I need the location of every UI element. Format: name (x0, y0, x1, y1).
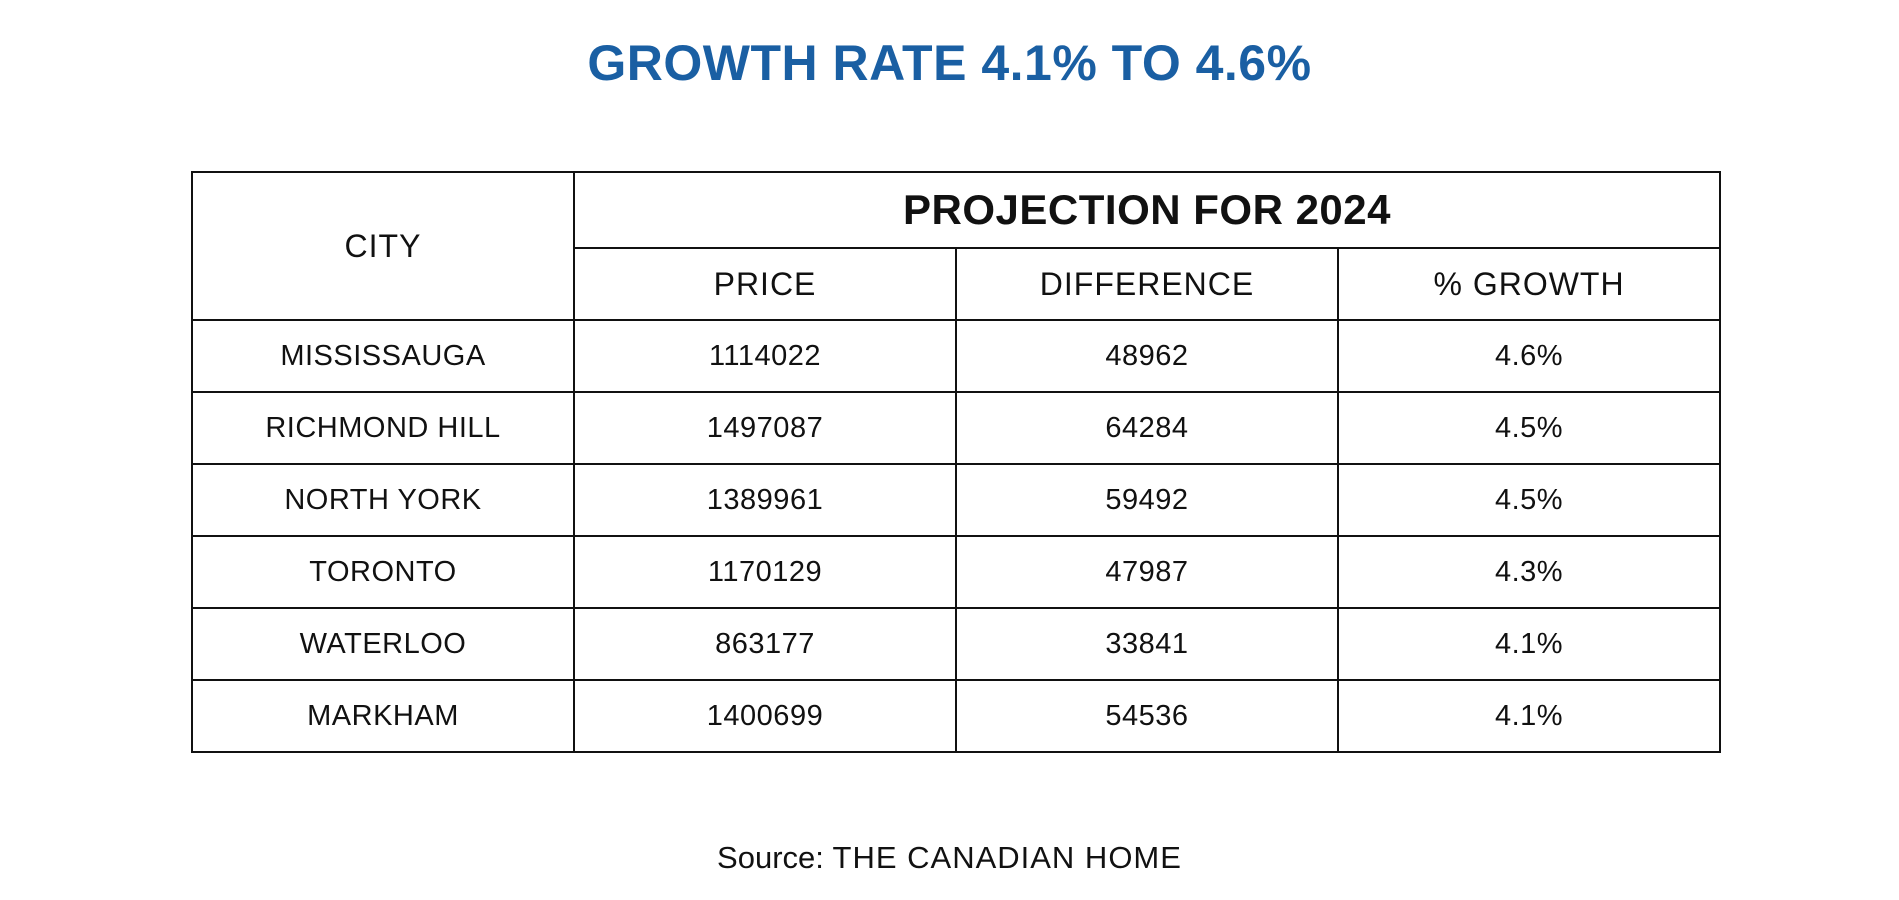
cell-difference: 48962 (955, 319, 1339, 393)
projection-group-header: PROJECTION FOR 2024 (572, 171, 1722, 249)
cell-city: RICHMOND HILL (191, 391, 575, 465)
cell-city: TORONTO (191, 535, 575, 609)
cell-difference: 33841 (955, 607, 1339, 681)
cell-city: NORTH YORK (191, 463, 575, 537)
cell-growth: 4.5% (1336, 391, 1722, 465)
cell-growth: 4.1% (1336, 679, 1722, 753)
cell-growth: 4.5% (1336, 463, 1722, 537)
table-header: CITY PROJECTION FOR 2024 PRICE DIFFERENC… (191, 171, 1722, 321)
cell-price: 863177 (573, 607, 957, 681)
source-line: Source: THE CANADIAN HOME (0, 840, 1899, 876)
cell-city: MISSISSAUGA (191, 319, 575, 393)
page-title: GROWTH RATE 4.1% TO 4.6% (587, 35, 1312, 91)
table-row: NORTH YORK 1389961 59492 4.5% (191, 463, 1722, 537)
cell-price: 1389961 (573, 463, 957, 537)
table-row: MARKHAM 1400699 54536 4.1% (191, 679, 1722, 753)
cell-price: 1400699 (573, 679, 957, 753)
source-label: Source: (717, 840, 824, 875)
cell-growth: 4.1% (1336, 607, 1722, 681)
cell-difference: 59492 (955, 463, 1339, 537)
cell-growth: 4.6% (1336, 319, 1722, 393)
growth-column-header: % GROWTH (1336, 247, 1722, 321)
cell-city: WATERLOO (191, 607, 575, 681)
cell-growth: 4.3% (1336, 535, 1722, 609)
cell-price: 1114022 (573, 319, 957, 393)
table-body: MISSISSAUGA 1114022 48962 4.6% RICHMOND HILL… (191, 319, 1722, 753)
header-row-sub: PRICE DIFFERENCE % GROWTH (192, 247, 1722, 321)
cell-difference: 54536 (955, 679, 1339, 753)
cell-difference: 64284 (955, 391, 1339, 465)
cell-city: MARKHAM (191, 679, 575, 753)
cell-difference: 47987 (955, 535, 1339, 609)
table-row: MISSISSAUGA 1114022 48962 4.6% (191, 319, 1722, 393)
cell-price: 1497087 (573, 391, 957, 465)
price-column-header: PRICE (573, 247, 957, 321)
header-row-top: CITY PROJECTION FOR 2024 (191, 171, 1722, 321)
source-name: THE CANADIAN HOME (832, 840, 1182, 875)
difference-column-header: DIFFERENCE (955, 247, 1339, 321)
cell-price: 1170129 (573, 535, 957, 609)
table-row: RICHMOND HILL 1497087 64284 4.5% (191, 391, 1722, 465)
table-row: TORONTO 1170129 47987 4.3% (191, 535, 1722, 609)
table-row: WATERLOO 863177 33841 4.1% (191, 607, 1722, 681)
city-column-header: CITY (191, 171, 575, 321)
projection-table: CITY PROJECTION FOR 2024 PRICE DIFFERENC… (191, 171, 1722, 753)
